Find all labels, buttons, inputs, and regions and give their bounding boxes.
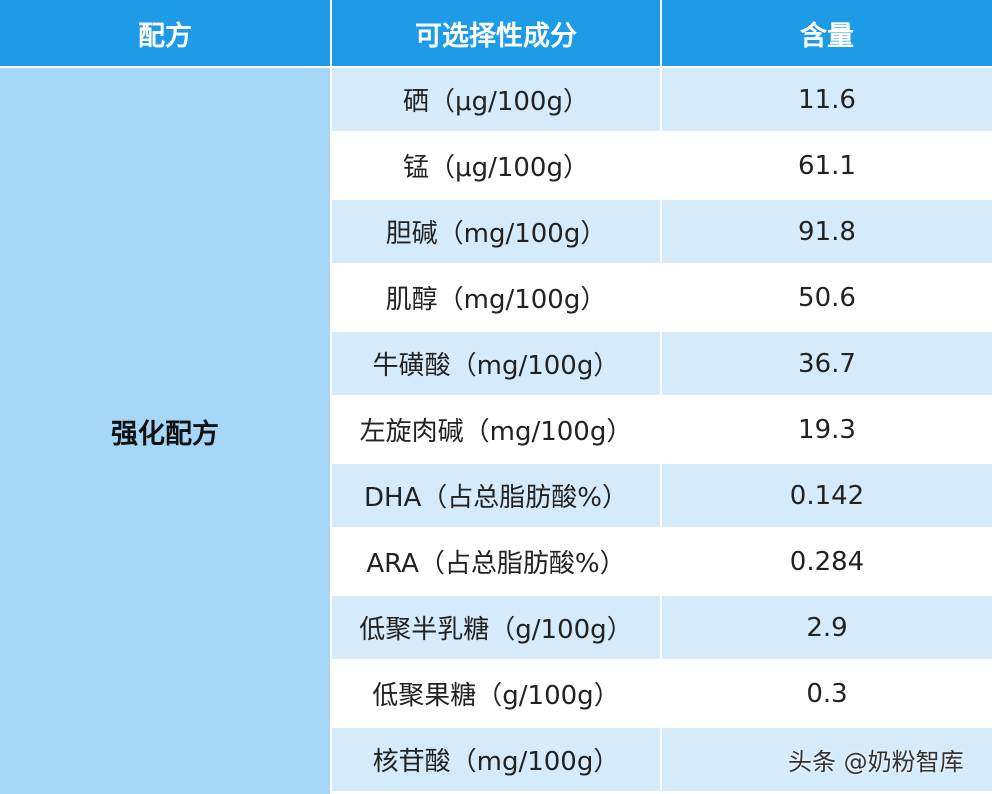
value-cell: 91.8 (662, 200, 992, 263)
ingredient-cell: 硒（μg/100g） (332, 68, 660, 131)
value-cell: 2.9 (662, 596, 992, 659)
ingredient-cell: DHA（占总脂肪酸%） (332, 464, 660, 527)
ingredient-cell: ARA（占总脂肪酸%） (332, 530, 660, 593)
value-cell: 0.3 (662, 662, 992, 725)
value-cell: 0.142 (662, 464, 992, 527)
value-cell: 0.284 (662, 530, 992, 593)
group-cell: 强化配方 (0, 68, 330, 794)
ingredient-cell: 核苷酸（mg/100g） (332, 728, 660, 791)
value-cell: 50.6 (662, 266, 992, 329)
header-cell: 含量 (662, 0, 992, 66)
ingredient-cell: 肌醇（mg/100g） (332, 266, 660, 329)
value-cell: 19.3 (662, 398, 992, 461)
ingredient-cell: 左旋肉碱（mg/100g） (332, 398, 660, 461)
ingredient-cell: 牛磺酸（mg/100g） (332, 332, 660, 395)
ingredient-cell: 锰（μg/100g） (332, 134, 660, 197)
value-cell: 61.1 (662, 134, 992, 197)
value-cell: 36.7 (662, 332, 992, 395)
ingredient-cell: 低聚果糖（g/100g） (332, 662, 660, 725)
value-cell (662, 728, 992, 791)
value-cell: 11.6 (662, 68, 992, 131)
header-cell: 可选择性成分 (332, 0, 660, 66)
ingredient-cell: 胆碱（mg/100g） (332, 200, 660, 263)
watermark: 头条 @奶粉智库 (788, 748, 964, 776)
header-cell: 配方 (0, 0, 330, 66)
ingredient-cell: 低聚半乳糖（g/100g） (332, 596, 660, 659)
